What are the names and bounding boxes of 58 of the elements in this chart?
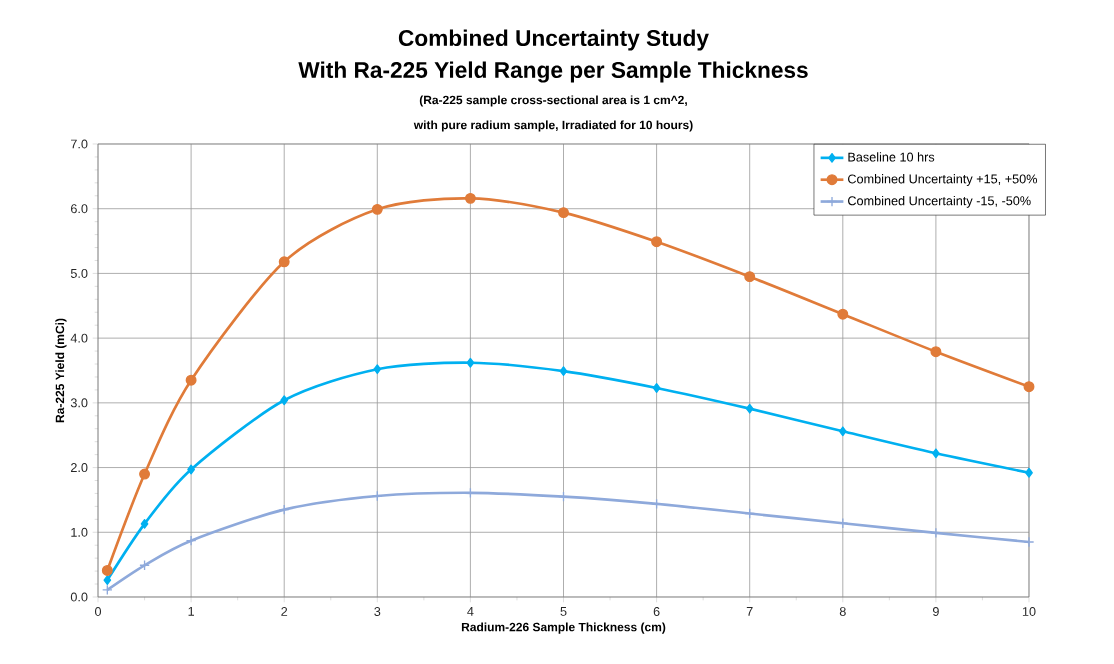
chart-subtitle: With Ra-225 Yield Range per Sample Thickness	[298, 61, 808, 83]
y-tick-label: 5.0	[70, 268, 88, 278]
x-tick-label: 7	[746, 607, 753, 616]
chart-title: Combined Uncertainty Study	[398, 29, 709, 51]
y-tick-label: 2.0	[70, 463, 88, 473]
x-axis-title: Radium-226 Sample Thickness (cm)	[461, 622, 666, 634]
point	[466, 357, 475, 368]
legend-label: Baseline 10 hrs	[848, 152, 935, 162]
point	[278, 256, 290, 268]
point	[745, 403, 754, 414]
point	[280, 395, 289, 406]
y-tick-label: 6.0	[71, 204, 88, 214]
point	[652, 383, 661, 393]
x-tick-label: 6	[653, 607, 660, 616]
point	[838, 426, 847, 437]
point	[930, 346, 942, 358]
y-tick-label: 4.0	[70, 333, 88, 343]
y-axis-title: Ra-225 Yield (mCi)	[55, 318, 67, 423]
point	[559, 366, 568, 377]
point	[932, 448, 940, 459]
point	[464, 192, 476, 204]
point	[139, 559, 150, 571]
x-tick-label: 8	[839, 607, 846, 616]
legend-label: Combined Uncertainty +15, +50%	[848, 174, 1038, 186]
legend-label: Combined Uncertainty -15, -50%	[848, 195, 1031, 208]
point	[1023, 536, 1035, 548]
y-tick-label: 0.0	[70, 592, 88, 602]
x-tick-label: 5	[560, 607, 567, 616]
x-tick-label: 10	[1022, 607, 1036, 616]
x-tick-label: 0	[94, 607, 102, 616]
point	[373, 364, 382, 375]
point	[187, 464, 195, 475]
point	[101, 584, 113, 596]
y-tick-label: 1.0	[71, 527, 88, 537]
point	[558, 207, 569, 219]
x-tick-label: 3	[374, 607, 381, 616]
point	[140, 518, 149, 529]
point	[101, 564, 113, 576]
y-tick-label: 7.0	[71, 139, 88, 149]
point	[1023, 381, 1035, 393]
y-tick-label: 3.0	[70, 398, 88, 408]
point	[278, 504, 290, 515]
x-tick-label: 1	[188, 607, 195, 616]
point	[103, 575, 112, 586]
point	[1025, 467, 1033, 478]
x-tick-label: 2	[281, 607, 288, 616]
text: with pure radium sample, Irradiated for 10 hours)	[413, 120, 693, 132]
text: (Ra-225 sample cross-sectional area is 1 cm^2,	[419, 95, 687, 107]
point	[651, 236, 663, 248]
point	[185, 374, 197, 386]
point	[185, 535, 197, 547]
point	[139, 468, 151, 480]
x-tick-label: 9	[932, 607, 939, 616]
point	[744, 508, 756, 519]
point	[744, 271, 756, 283]
point	[837, 308, 849, 320]
point	[371, 203, 383, 215]
x-tick-label: 4	[467, 607, 474, 616]
